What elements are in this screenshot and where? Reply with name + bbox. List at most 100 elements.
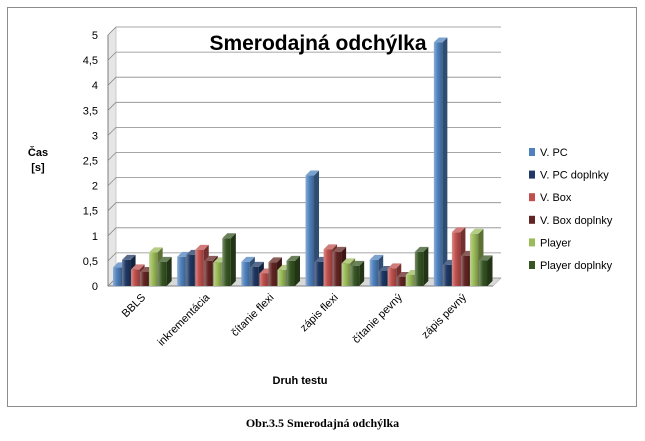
bar-front	[268, 262, 277, 286]
bar-front	[186, 254, 195, 286]
legend-entry: V. Box doplnky	[540, 215, 613, 227]
bar-top	[469, 228, 484, 234]
bar-top	[241, 256, 255, 262]
y-axis-label: [s]	[31, 162, 45, 174]
bar-front	[204, 260, 213, 286]
bar-front	[332, 251, 342, 286]
bar-side	[423, 246, 429, 286]
legend-swatch	[529, 148, 535, 156]
bar-top	[387, 263, 402, 269]
bar-front	[323, 249, 333, 286]
y-tick-label: 3,5	[83, 105, 98, 117]
bar-front	[222, 238, 231, 286]
legend-swatch	[529, 261, 535, 269]
bar-front	[122, 259, 131, 286]
chart-title: Smerodajná odchýlka	[209, 32, 426, 55]
bar-side	[230, 233, 236, 286]
bar	[433, 37, 448, 286]
bar-front	[277, 269, 286, 286]
bar-top	[195, 244, 209, 250]
y-tick-label: 2,5	[83, 156, 98, 168]
bar-side	[442, 37, 448, 286]
y-tick-label: 4,5	[83, 55, 98, 67]
bar-front	[140, 271, 149, 286]
legend-entry: V. PC	[540, 147, 568, 159]
bar	[350, 260, 365, 286]
gridline	[107, 101, 501, 111]
x-tick-label: zápis flexi	[298, 292, 341, 335]
bar-front	[286, 260, 295, 286]
bar-top	[149, 247, 163, 253]
bar-front	[113, 267, 122, 286]
bar-front	[451, 232, 461, 286]
bar-top	[305, 170, 320, 176]
bar-top	[158, 256, 172, 262]
bar-front	[387, 268, 397, 286]
bar-top	[414, 246, 429, 252]
bar-front	[158, 261, 167, 286]
bar-front	[405, 274, 415, 286]
y-tick-label: 0,5	[83, 256, 98, 268]
bar-top	[378, 265, 393, 271]
bar-front	[433, 42, 443, 286]
legend-swatch	[529, 170, 535, 179]
bar-top	[204, 255, 218, 261]
bar-front	[149, 252, 158, 286]
bar-top	[396, 271, 411, 277]
gridline	[107, 152, 501, 161]
bar-top	[369, 254, 384, 260]
gridline	[107, 177, 501, 186]
bar-top	[131, 264, 145, 270]
bar-top	[478, 255, 493, 261]
figure-caption: Obr.3.5 Smerodajná odchýlka	[245, 416, 400, 430]
gridline	[107, 127, 501, 136]
y-tick-label: 1,5	[83, 206, 98, 218]
bar-front	[414, 251, 424, 286]
gridline	[107, 51, 501, 61]
y-tick-label: 3	[92, 130, 98, 142]
legend-entry: Player	[540, 237, 572, 249]
bar-front	[378, 270, 388, 286]
gridline	[107, 227, 501, 237]
bar-front	[442, 264, 452, 286]
bar-top	[323, 244, 338, 250]
gridline	[107, 252, 501, 262]
bar-side	[314, 170, 320, 286]
legend-entry: V. Box	[540, 192, 572, 204]
legend-swatch	[529, 238, 535, 247]
bar-top	[433, 37, 448, 43]
bar-front	[341, 263, 351, 286]
gridline	[107, 202, 501, 211]
bar	[286, 255, 300, 286]
bar-top	[268, 257, 282, 263]
bar-front	[478, 260, 488, 286]
legend-swatch	[529, 193, 535, 202]
bar-front	[369, 259, 379, 286]
bar-top	[250, 261, 264, 267]
bar-side	[166, 256, 172, 286]
bar-top	[350, 260, 365, 266]
x-tick-label: BBLS	[120, 292, 148, 320]
y-tick-label: 1	[92, 231, 98, 243]
y-tick-label: 4	[92, 80, 98, 92]
bar-side	[487, 255, 493, 286]
bar	[478, 255, 493, 286]
bar-front	[469, 233, 479, 286]
bar-front	[177, 256, 186, 286]
bar-front	[259, 273, 268, 286]
y-tick-label: 5	[92, 30, 98, 42]
x-tick-label: čítanie flexi	[229, 292, 276, 339]
x-axis-label: Druh testu	[273, 375, 328, 387]
bar-front	[314, 261, 324, 286]
bar-top	[341, 258, 356, 264]
bar-top	[332, 246, 347, 252]
bar-side	[295, 255, 300, 286]
bar-front	[131, 269, 140, 286]
gridline	[107, 76, 501, 86]
x-tick-label: čítanie pevný	[351, 291, 406, 346]
y-axis-label: Čas	[28, 146, 48, 159]
bar-top	[122, 254, 136, 260]
gridline	[107, 26, 501, 36]
bar-front	[250, 266, 259, 286]
